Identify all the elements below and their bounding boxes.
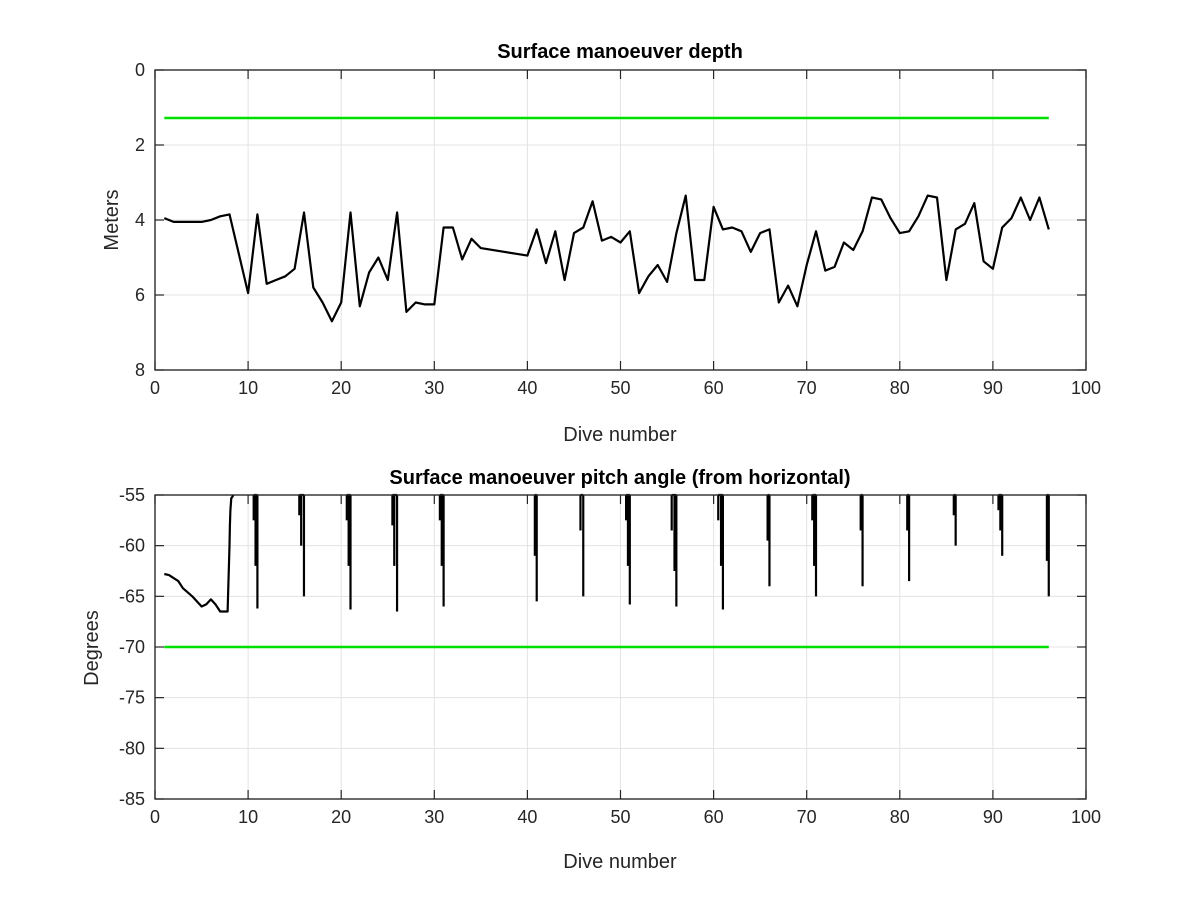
pitch-y-axis-label: Degrees [81, 610, 103, 686]
depth-x-tick-label: 20 [331, 378, 351, 398]
pitch-x-tick-label: 10 [238, 807, 258, 827]
pitch-x-tick-label: 30 [424, 807, 444, 827]
depth-y-tick-label: 2 [135, 135, 145, 155]
depth-x-tick-label: 70 [797, 378, 817, 398]
pitch-x-tick-label: 40 [517, 807, 537, 827]
pitch-y-tick-label: -75 [119, 688, 145, 708]
pitch-y-tick-label: -70 [119, 637, 145, 657]
pitch-data-line [164, 494, 235, 613]
pitch-x-tick-label: 0 [150, 807, 160, 827]
pitch-y-tick-label: -80 [119, 738, 145, 758]
pitch-x-axis-label: Dive number [563, 851, 677, 873]
pitch-plot-frame [154, 494, 1087, 800]
depth-series-group [163, 116, 1050, 323]
depth-ticks: 0 10 20 30 40 50 60 70 80 90 100 0 2 4 6 8 [135, 60, 1101, 398]
depth-y-tick-label: 8 [135, 360, 145, 380]
pitch-x-tick-label: 60 [704, 807, 724, 827]
pitch-y-tick-label: -85 [119, 789, 145, 809]
pitch-x-tick-label: 100 [1071, 807, 1101, 827]
depth-x-tick-label: 10 [238, 378, 258, 398]
pitch-y-tick-label: -65 [119, 586, 145, 606]
depth-x-tick-label: 0 [150, 378, 160, 398]
pitch-x-tick-label: 20 [331, 807, 351, 827]
pitch-chart-title: Surface manoeuver pitch angle (from hori… [389, 467, 850, 489]
depth-x-axis-label: Dive number [563, 424, 677, 446]
depth-x-tick-label: 100 [1071, 378, 1101, 398]
pitch-y-tick-label: -60 [119, 536, 145, 556]
depth-x-tick-label: 40 [517, 378, 537, 398]
depth-plot: 0 10 20 30 40 50 60 70 80 90 100 0 2 4 6 8 Surface mano… [101, 41, 1101, 446]
pitch-x-tick-label: 90 [983, 807, 1003, 827]
pitch-x-tick-label: 50 [610, 807, 630, 827]
depth-x-tick-label: 60 [704, 378, 724, 398]
pitch-x-tick-label: 70 [797, 807, 817, 827]
depth-y-tick-label: 6 [135, 285, 145, 305]
depth-chart-title: Surface manoeuver depth [497, 41, 743, 63]
depth-y-tick-label: 0 [135, 60, 145, 80]
depth-x-tick-label: 50 [610, 378, 630, 398]
depth-plot-frame [154, 69, 1087, 371]
pitch-series-group [164, 493, 1050, 649]
depth-y-axis-label: Meters [101, 189, 123, 250]
depth-x-tick-label: 80 [890, 378, 910, 398]
depth-y-tick-label: 4 [135, 210, 145, 230]
pitch-y-tick-label: -55 [119, 485, 145, 505]
depth-x-tick-label: 30 [424, 378, 444, 398]
pitch-plot: 0 10 20 30 40 50 60 70 80 90 100 -55 -60 -65 -70 -75 -80… [81, 467, 1101, 873]
depth-x-tick-label: 90 [983, 378, 1003, 398]
pitch-x-tick-label: 80 [890, 807, 910, 827]
depth-data-line [163, 194, 1050, 323]
